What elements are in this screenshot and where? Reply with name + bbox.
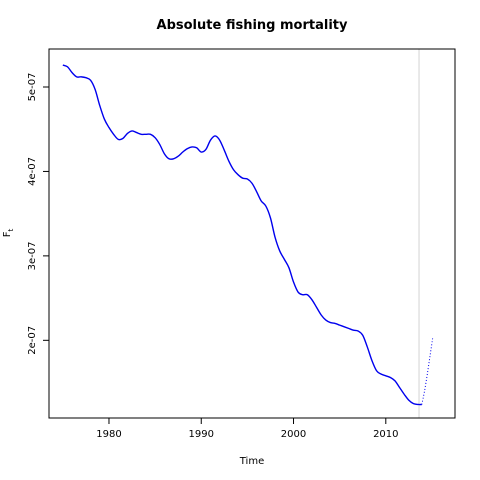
fitted-series-line	[62, 64, 422, 406]
y-tick-label: 4e-07	[27, 157, 38, 186]
chart-title: Absolute fishing mortality	[157, 18, 348, 33]
y-tick-label: 5e-07	[27, 73, 38, 102]
x-tick-label: 2000	[281, 429, 306, 440]
y-tick-label: 3e-07	[27, 241, 38, 270]
forecast-series-line	[421, 336, 434, 405]
x-tick-label: 1980	[96, 429, 121, 440]
y-axis-label: Ft	[2, 228, 15, 237]
plot-frame	[48, 48, 456, 419]
x-tick-label: 1990	[189, 429, 214, 440]
x-tick-label: 2010	[373, 429, 398, 440]
plot-area	[62, 64, 434, 406]
y-axis: 2e-07 3e-07 4e-07 5e-07	[27, 73, 49, 355]
y-tick-label: 2e-07	[27, 326, 38, 355]
x-axis: 1980 1990 2000 2010	[96, 418, 399, 440]
x-axis-label: Time	[239, 456, 264, 467]
y-axis-label-main: F	[2, 231, 13, 237]
y-axis-label-sub: t	[7, 228, 15, 231]
